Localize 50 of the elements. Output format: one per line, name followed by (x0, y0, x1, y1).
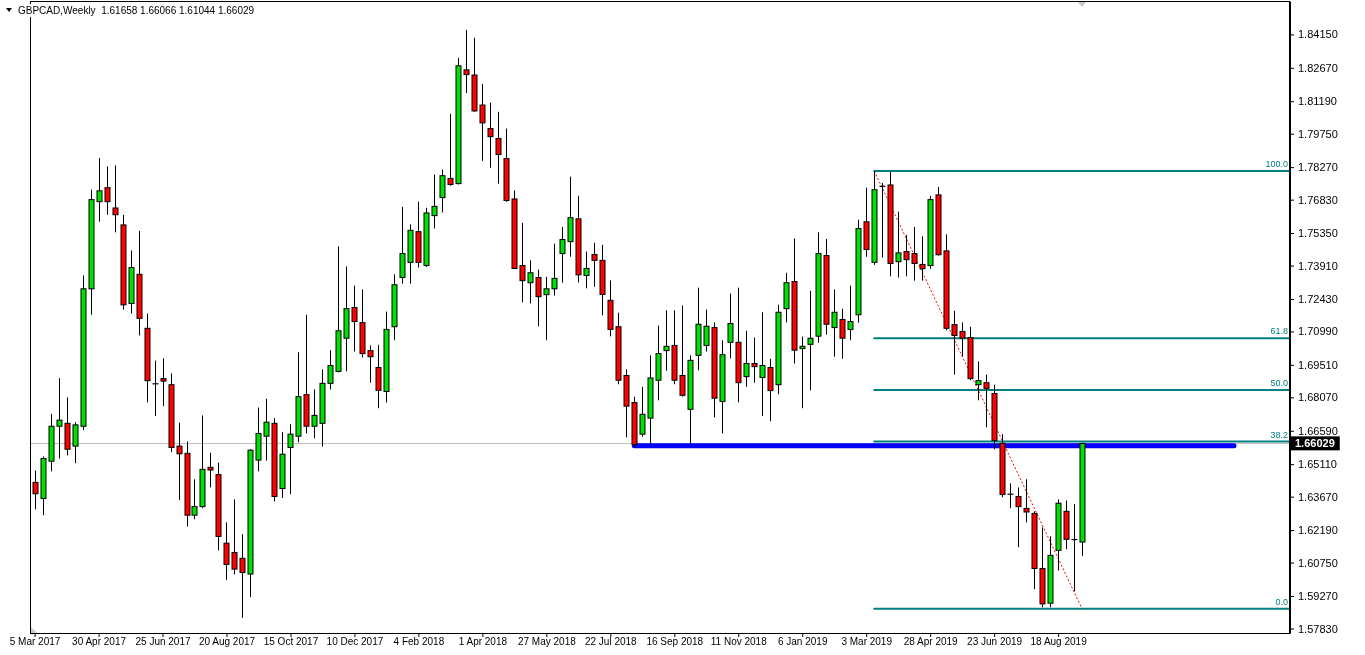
series-label: 61.8 (1270, 326, 1288, 337)
series-label: 0.0 (1275, 596, 1288, 607)
y-tick-label: 1.66590 (1298, 424, 1338, 437)
x-tick-label: 6 Jan 2019 (777, 636, 828, 648)
y-tick-label: 1.76830 (1298, 193, 1338, 206)
y-tick-label: 1.62190 (1298, 524, 1338, 537)
x-tick-label: 10 Dec 2017 (326, 636, 384, 648)
x-tick-label: 15 Oct 2017 (263, 636, 319, 648)
x-tick-label: 11 Nov 2018 (710, 636, 768, 648)
series-label: 50.0 (1270, 377, 1288, 388)
candlestick (1023, 478, 1030, 523)
y-tick-label: 1.72430 (1298, 292, 1338, 305)
y-tick-label: 1.65110 (1298, 458, 1337, 471)
y-tick-label: 1.63670 (1298, 490, 1338, 503)
candlestick (160, 357, 167, 407)
y-tick-label: 1.79750 (1298, 127, 1338, 140)
x-tick-label: 4 Feb 2018 (393, 636, 445, 648)
y-tick-label: 1.75350 (1298, 227, 1338, 240)
x-tick-label: 25 Jun 2017 (135, 636, 191, 648)
series-label: 38.2 (1270, 429, 1288, 440)
x-tick-label: 30 Apr 2017 (72, 636, 127, 648)
x-tick-label: 18 Aug 2019 (1030, 636, 1088, 648)
y-tick-label: 1.84150 (1298, 28, 1338, 41)
y-tick-label: 1.60750 (1298, 556, 1338, 569)
candlestick (807, 290, 814, 391)
chart-title: GBPCAD,Weekly 1.61658 1.66066 1.61044 1.66029 (18, 5, 255, 16)
ref-line-label: 1.66029 (1295, 437, 1335, 450)
candlestick (495, 111, 502, 185)
x-tick-label: 1 Apr 2018 (458, 636, 508, 648)
y-tick-label: 1.81190 (1298, 95, 1337, 108)
y-tick-label: 1.69510 (1298, 358, 1338, 371)
x-tick-label: 27 May 2018 (517, 636, 577, 648)
y-tick-label: 1.82670 (1298, 61, 1338, 74)
x-tick-label: 16 Sep 2018 (646, 636, 704, 648)
x-tick-label: 5 Mar 2017 (9, 636, 61, 648)
x-tick-label: 3 Mar 2019 (841, 636, 893, 648)
x-tick-label: 23 Jun 2019 (967, 636, 1023, 648)
x-tick-label: 28 Apr 2019 (903, 636, 959, 648)
y-tick-label: 1.57830 (1298, 622, 1338, 635)
candlestick (112, 164, 119, 233)
candlestick (1015, 486, 1022, 548)
x-tick-label: 20 Aug 2017 (198, 636, 256, 648)
candlestick (487, 102, 494, 169)
y-tick-label: 1.73910 (1298, 259, 1338, 272)
y-tick-label: 1.68070 (1298, 391, 1338, 404)
y-tick-label: 1.78270 (1298, 161, 1338, 174)
y-tick-label: 1.70990 (1298, 325, 1338, 338)
series-label: 100.0 (1265, 158, 1288, 169)
x-tick-label: 22 Jul 2018 (584, 636, 638, 648)
y-tick-label: 1.59270 (1298, 590, 1338, 602)
